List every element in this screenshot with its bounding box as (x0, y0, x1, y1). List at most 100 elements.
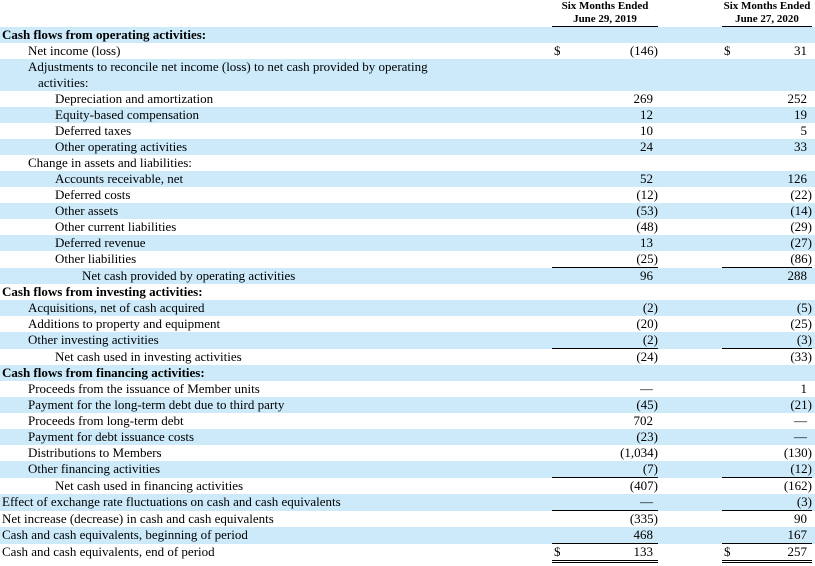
column-gap (658, 59, 722, 91)
value-cell: (53) (552, 203, 658, 219)
value: (2) (642, 332, 658, 347)
row-label: Net cash used in financing activities (55, 477, 244, 493)
value-cell (722, 284, 812, 300)
value-cell: (27) (722, 235, 812, 251)
row-label: Cash and cash equivalents, beginning of … (2, 527, 248, 542)
value-cell: (407) (552, 478, 658, 495)
table-row: Payment for debt issuance costs (23) — (0, 429, 815, 445)
value-cell: (14) (722, 203, 812, 219)
table-row: Net increase (decrease) in cash and cash… (0, 511, 815, 528)
currency-symbol: $ (554, 43, 561, 58)
value-cell: 702 (552, 413, 658, 429)
table-row: Change in assets and liabilities: (0, 155, 815, 171)
value-cell: 1 (722, 381, 812, 397)
value-cell: — (552, 494, 658, 511)
value: (162) (783, 478, 812, 493)
column-header-period-2: Six Months Ended June 27, 2020 (722, 0, 812, 27)
table-row: Cash and cash equivalents, end of period… (0, 543, 815, 563)
column-gap (658, 445, 722, 461)
value-cell: 5 (722, 123, 812, 139)
column-gap (658, 365, 722, 381)
currency-symbol: $ (724, 43, 731, 58)
value-cell: (3) (722, 494, 812, 511)
value-cell: 19 (722, 107, 812, 123)
row-label: Other current liabilities (55, 219, 177, 234)
column-gap (658, 107, 722, 123)
value: 19 (794, 107, 807, 122)
value: 288 (787, 268, 808, 283)
row-label: Accounts receivable, net (55, 171, 184, 186)
table-row: Equity-based compensation 12 19 (0, 107, 815, 123)
row-label: Depreciation and amortization (55, 91, 214, 106)
table-body: Cash flows from operating activities: Net… (0, 27, 815, 563)
table-row: Deferred costs (12) (22) (0, 187, 815, 203)
table-row: Cash flows from operating activities: (0, 27, 815, 43)
row-label: Adjustments to reconcile net income (los… (28, 59, 428, 90)
value-cell: 269 (552, 91, 658, 107)
value: (48) (636, 219, 658, 234)
table-row: Net cash used in financing activities (40… (0, 478, 815, 495)
header-row: Six Months Ended June 29, 2019 Six Month… (0, 0, 815, 27)
currency-symbol: $ (724, 544, 731, 559)
row-label: Change in assets and liabilities: (28, 155, 192, 170)
table-row: Effect of exchange rate fluctuations on … (0, 494, 815, 511)
table-row: Additions to property and equipment (20) (… (0, 316, 815, 332)
row-label: Net income (loss) (28, 43, 121, 58)
value: — (640, 381, 653, 396)
value: (7) (642, 461, 658, 476)
value-cell: 167 (722, 527, 812, 544)
value: (25) (790, 316, 812, 331)
value-cell: (12) (722, 461, 812, 478)
period-1-title: Six Months Ended (561, 0, 649, 12)
value-cell: $133 (552, 543, 658, 563)
value-cell: (25) (722, 316, 812, 332)
value: (3) (796, 494, 812, 509)
column-gap (658, 268, 722, 285)
currency-symbol: $ (554, 544, 561, 559)
row-label: Cash flows from operating activities: (2, 27, 207, 42)
value: (14) (790, 203, 812, 218)
value-cell: (162) (722, 478, 812, 495)
value: 33 (794, 139, 807, 154)
value-cell: — (552, 381, 658, 397)
column-gap (658, 300, 722, 316)
value-cell: (45) (552, 397, 658, 413)
table-row: Proceeds from long-term debt 702 — (0, 413, 815, 429)
period-2-date: June 27, 2020 (722, 13, 812, 27)
value-cell: 12 (552, 107, 658, 123)
value: (146) (629, 43, 658, 58)
row-label: Other assets (55, 203, 119, 218)
column-gap (658, 123, 722, 139)
value-cell: 96 (552, 268, 658, 285)
value: (33) (790, 349, 812, 364)
value-cell (722, 27, 812, 43)
row-label: Net cash used in investing activities (55, 348, 242, 364)
row-label: Proceeds from the issuance of Member uni… (28, 381, 260, 396)
column-gap (658, 397, 722, 413)
value-cell: (48) (552, 219, 658, 235)
value: 96 (640, 268, 653, 283)
value-cell: (1,034) (552, 445, 658, 461)
value-cell: (20) (552, 316, 658, 332)
value-cell: (22) (722, 187, 812, 203)
value-cell: 252 (722, 91, 812, 107)
row-label: Proceeds from long-term debt (28, 413, 184, 428)
value: (1,034) (620, 445, 658, 460)
value: 90 (794, 511, 807, 526)
value: 126 (787, 171, 808, 186)
value: 702 (633, 413, 654, 428)
value-cell: $ (146) (552, 43, 658, 59)
value-cell: 13 (552, 235, 658, 251)
column-gap (658, 349, 722, 366)
row-label: Acquisitions, net of cash acquired (28, 300, 205, 315)
row-label: Other financing activities (28, 461, 161, 476)
value-cell: 33 (722, 139, 812, 155)
table-row: Depreciation and amortization 269 252 (0, 91, 815, 107)
value-cell: (23) (552, 429, 658, 445)
value-cell: (21) (722, 397, 812, 413)
value-cell: (29) (722, 219, 812, 235)
table-row: Other financing activities (7) (12) (0, 461, 815, 478)
value-cell: 468 (552, 527, 658, 544)
value: (335) (629, 511, 658, 526)
